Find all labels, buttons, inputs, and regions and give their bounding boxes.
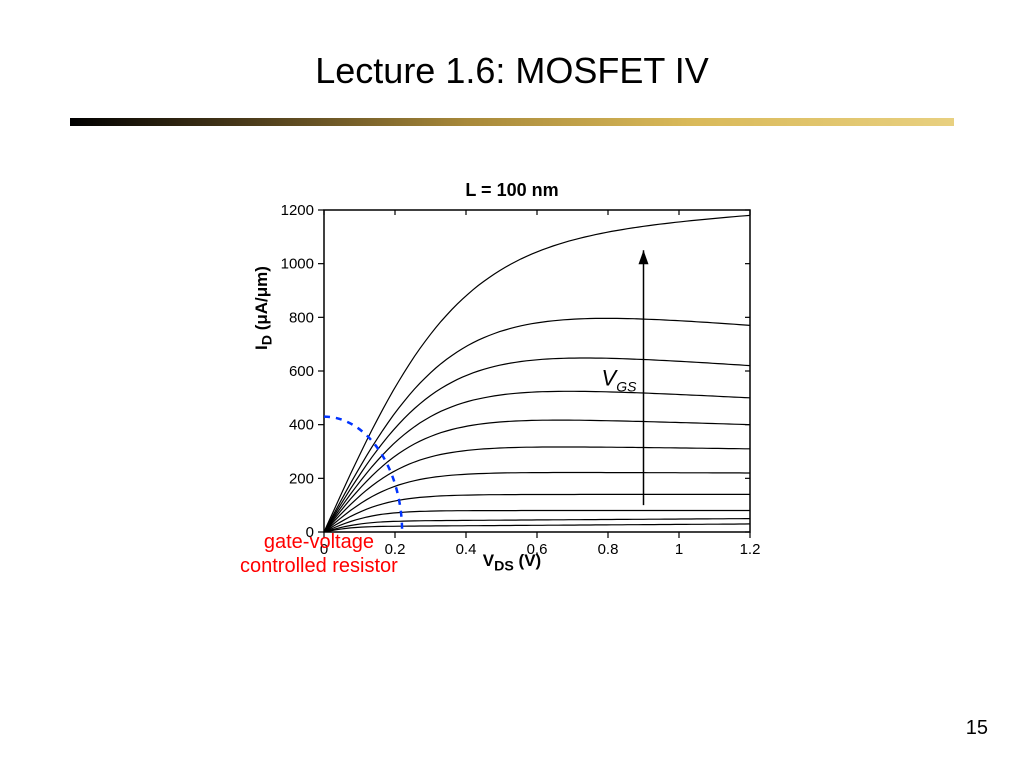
svg-text:1200: 1200 <box>281 202 314 219</box>
iv-chart: L = 100 nm ID (μA/μm) VDS (V) 00.20.40.6… <box>262 180 762 580</box>
title-divider <box>70 118 954 126</box>
svg-text:200: 200 <box>289 470 314 487</box>
linear-region-annotation: gate-voltage controlled resistor <box>240 530 398 578</box>
svg-text:400: 400 <box>289 417 314 434</box>
svg-text:1000: 1000 <box>281 256 314 273</box>
annotation-line1: gate-voltage <box>264 531 374 553</box>
svg-text:800: 800 <box>289 309 314 326</box>
chart-svg: 00.20.40.60.811.2020040060080010001200VG… <box>262 180 762 580</box>
chart-title: L = 100 nm <box>262 180 762 201</box>
page-number: 15 <box>966 717 988 740</box>
annotation-line2: controlled resistor <box>240 555 398 577</box>
y-axis-label: ID (μA/μm) <box>252 266 275 350</box>
svg-text:600: 600 <box>289 363 314 380</box>
slide-title: Lecture 1.6: MOSFET IV <box>0 50 1024 92</box>
